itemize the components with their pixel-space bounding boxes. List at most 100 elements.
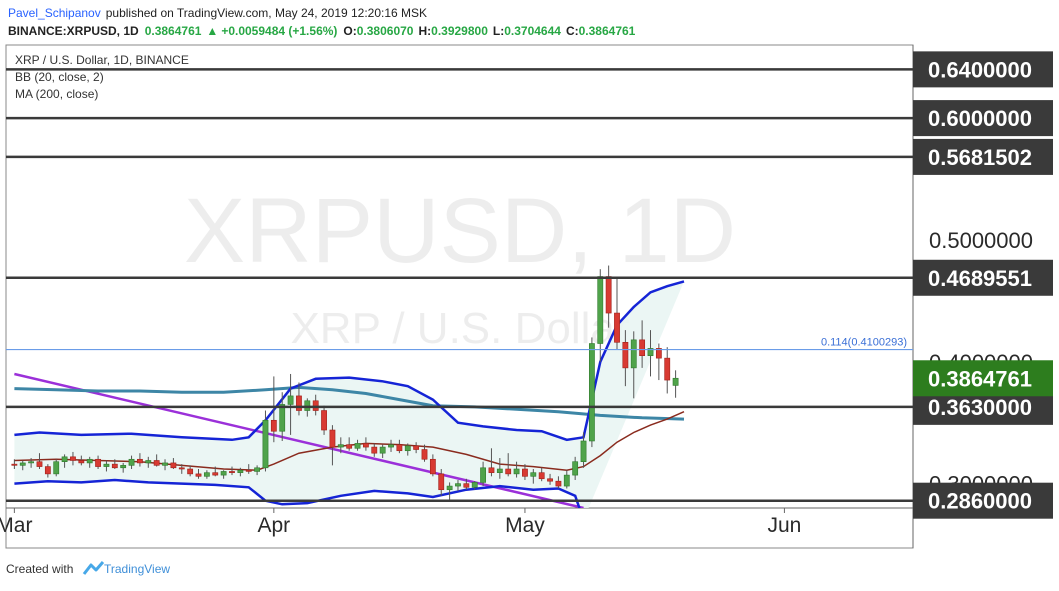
level-layer: 0.114(0.4100293) <box>6 68 913 502</box>
plot-layer <box>11 265 685 508</box>
candle-body <box>622 341 629 369</box>
ma200-line <box>14 385 685 421</box>
candle-body <box>563 474 570 487</box>
current-price-tag-text: 0.3864761 <box>928 366 1032 391</box>
candle-body <box>262 419 269 469</box>
candle-body <box>639 339 646 356</box>
candle-body <box>555 480 562 487</box>
candle-body <box>203 472 210 477</box>
candle-body <box>296 395 302 411</box>
candle-body <box>44 466 51 475</box>
candle-body <box>672 377 679 386</box>
candle-body <box>438 473 445 491</box>
candle-body <box>547 478 553 482</box>
candle-body <box>496 468 503 473</box>
up-arrow-icon: ▲ <box>206 24 218 38</box>
c-value: 0.3864761 <box>579 24 636 38</box>
candle-body <box>337 444 344 448</box>
candle-body <box>346 444 353 449</box>
candle-body <box>36 461 43 467</box>
footer-brand[interactable]: TradingView <box>104 562 170 576</box>
candle-body <box>128 458 135 466</box>
candle-body <box>78 460 85 464</box>
time-axis-label: Jun <box>767 514 801 537</box>
candle-body <box>572 461 579 476</box>
candle-body <box>329 429 336 448</box>
price-level-tag <box>913 51 1053 88</box>
header-line-2: BINANCE:XRPUSD, 1D 0.3864761 ▲ +0.0059484 (… <box>8 24 636 38</box>
author-link[interactable]: Pavel_Schipanov <box>8 6 101 20</box>
candle-body <box>429 458 436 475</box>
h-label: H: <box>418 24 431 38</box>
candle-body <box>421 449 428 460</box>
candle-body <box>630 339 637 369</box>
candle-body <box>480 467 486 483</box>
candle-body <box>597 276 604 344</box>
price-level-tag-text: 0.3630000 <box>928 395 1032 420</box>
candle-body <box>111 463 118 469</box>
candle-body <box>463 483 470 488</box>
candle-body <box>655 348 662 359</box>
candle-body <box>178 467 185 470</box>
tradingview-logo-icon <box>82 561 105 575</box>
series-group <box>11 265 685 508</box>
candle-body <box>371 446 378 454</box>
candle-body <box>488 467 495 473</box>
candle-body <box>153 460 160 466</box>
candle-body <box>61 456 68 463</box>
candle-body <box>588 343 595 442</box>
candle-body <box>270 419 277 432</box>
candle-body <box>664 357 671 381</box>
candle-body <box>195 473 202 477</box>
watermark-description: XRP / U.S. Dollar <box>290 304 629 353</box>
candle-body <box>530 472 537 477</box>
candle-body <box>404 445 411 452</box>
price-level-tag <box>913 482 1053 519</box>
current-price-tag <box>913 360 1053 397</box>
candle-body <box>363 443 369 448</box>
change-text: +0.0059484 (+1.56%) <box>221 24 337 38</box>
candle-body <box>580 440 587 463</box>
l-label: L: <box>493 24 504 38</box>
candle-body <box>229 471 235 473</box>
candle-body <box>614 312 620 343</box>
candle-body <box>396 444 403 452</box>
candle-body <box>11 463 18 466</box>
candle-body <box>137 458 143 464</box>
h-value: 0.3929800 <box>431 24 488 38</box>
candle-body <box>538 472 545 480</box>
o-label: O: <box>343 24 356 38</box>
candle-body <box>522 468 528 477</box>
candle-body <box>446 485 453 491</box>
candle-body <box>413 445 420 450</box>
c-label: C: <box>566 24 579 38</box>
legend-ma[interactable]: MA (200, close) <box>15 87 98 101</box>
published-text: published on TradingView.com, May 24, 20… <box>106 6 427 20</box>
candle-body <box>279 404 286 432</box>
candle-body <box>70 456 76 461</box>
candle-body <box>254 467 260 472</box>
candle-body <box>19 462 26 466</box>
axis-layer: 0.50000000.40000000.30000000.64000000.60… <box>0 51 1053 537</box>
candle-body <box>321 410 327 431</box>
candle-body <box>237 469 244 473</box>
price-level-tag <box>913 138 1053 175</box>
candle-body <box>103 463 110 467</box>
time-axis-label: Apr <box>257 514 290 537</box>
candle-body <box>505 468 512 475</box>
o-value: 0.3806070 <box>357 24 414 38</box>
candle-body <box>388 444 394 448</box>
price-level-tag-text: 0.2860000 <box>928 489 1032 514</box>
legend-bb[interactable]: BB (20, close, 2) <box>15 70 104 84</box>
trendline <box>14 372 584 508</box>
candle-body <box>513 468 520 475</box>
price-level-tag-text: 0.4689551 <box>928 266 1032 291</box>
candle-body <box>187 468 194 475</box>
bb-band-fill <box>14 281 684 508</box>
candle-body <box>287 395 294 405</box>
candle-body <box>145 460 152 464</box>
candle-body <box>120 465 127 469</box>
legend-title: XRP / U.S. Dollar, 1D, BINANCE <box>15 53 189 67</box>
